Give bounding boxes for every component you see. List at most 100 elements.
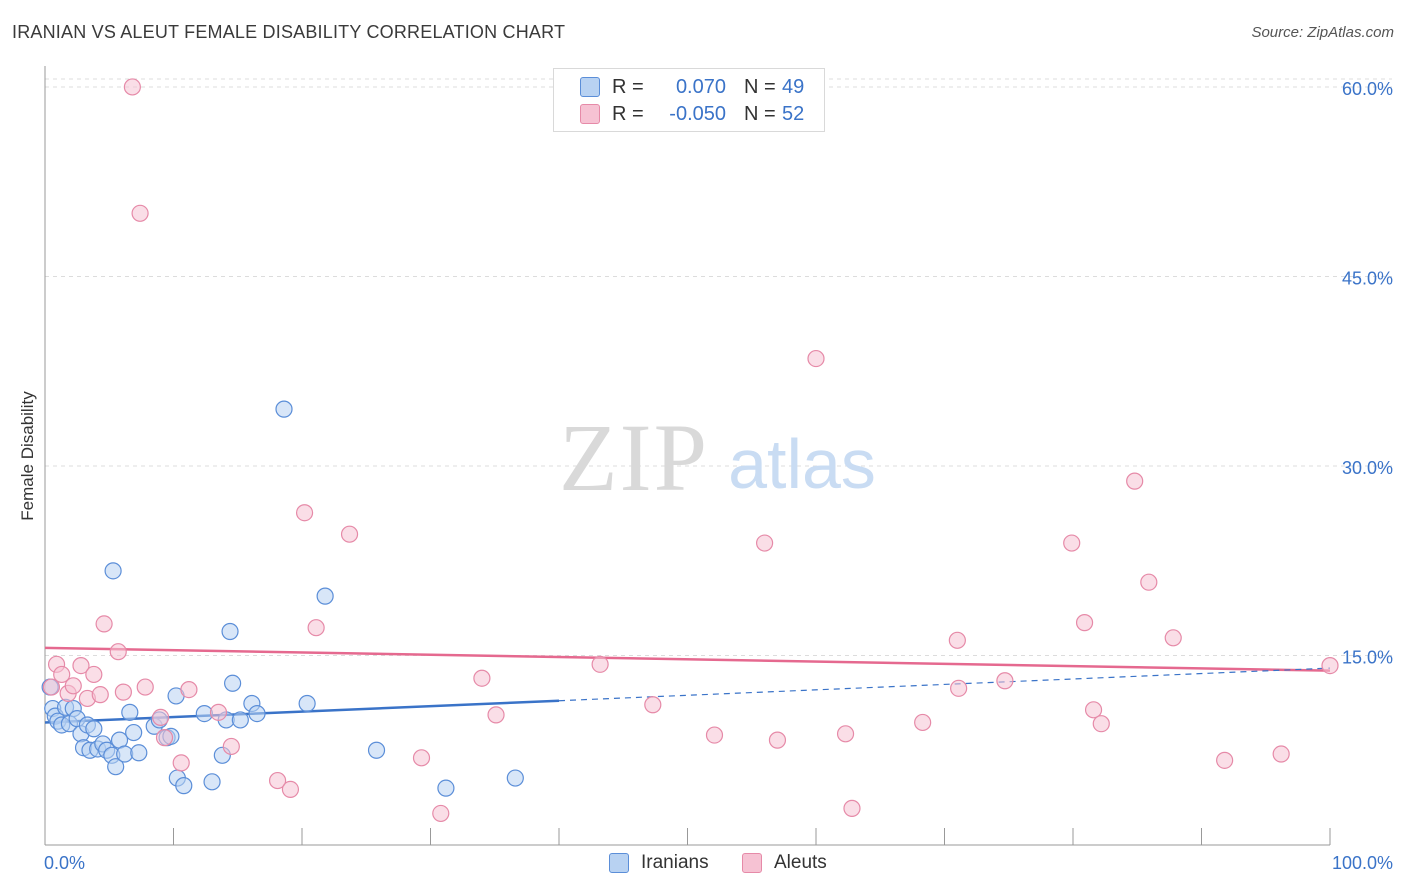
aleut-point (64, 677, 82, 695)
n-value: 52 (782, 102, 805, 125)
aleut-point (1092, 715, 1110, 733)
legend-item-aleuts[interactable]: Aleuts (742, 852, 827, 874)
watermark: ZIP atlas (559, 404, 876, 511)
iranian-point (195, 705, 213, 723)
r-value: 0.070 (675, 75, 726, 98)
aleut-points (42, 78, 1339, 823)
aleut-point (152, 708, 170, 726)
aleut-point (1216, 751, 1234, 769)
aleut-point (768, 731, 787, 749)
legend-row-iranians: R = 0.070 N = 49 (580, 75, 804, 99)
n-label: N = (744, 75, 776, 98)
legend-item-iranians[interactable]: Iranians (609, 852, 709, 874)
iranian-point (367, 741, 386, 759)
axes (44, 66, 1331, 846)
aleut-point (1075, 614, 1094, 632)
iranian-point (231, 711, 249, 729)
watermark-atlas: atlas (728, 425, 876, 503)
iranian-point (203, 773, 221, 791)
aleut-point (473, 669, 491, 687)
aleut-point (281, 780, 300, 799)
aleut-point (95, 615, 113, 633)
correlation-legend: R = 0.070 N = 49 R = -0.050 N = 52 (553, 68, 825, 132)
iranian-point (125, 723, 143, 742)
aleut-point (432, 804, 450, 823)
iranian-point (85, 720, 103, 738)
aleut-point (755, 534, 774, 552)
aleut-point (172, 754, 190, 772)
aleut-point (295, 504, 314, 522)
y-tick-label: 15.0% (1342, 647, 1393, 667)
iranian-point (130, 744, 148, 762)
aleut-point (914, 713, 932, 732)
y-tick-label: 45.0% (1342, 268, 1393, 288)
aleut-point (807, 349, 825, 368)
iranian-point (506, 769, 524, 787)
legend-row-aleuts: R = -0.050 N = 52 (580, 102, 804, 126)
aleut-point (123, 78, 141, 96)
iranian-point (437, 779, 455, 797)
r-label: R = (612, 75, 644, 98)
iranian-swatch (580, 77, 600, 97)
aleut-point (950, 679, 968, 697)
grid-lines (45, 78, 1392, 656)
aleut-trend-line-solid (44, 646, 1331, 672)
aleut-swatch (580, 104, 600, 124)
aleut-point (1321, 656, 1339, 675)
legend-label-iranians: Iranians (641, 852, 709, 873)
iranian-point (248, 705, 266, 723)
aleut-point (131, 204, 149, 222)
tick-labels: 15.0% 30.0% 45.0% 60.0% 0.0% 100.0% (44, 79, 1393, 873)
aleut-point (109, 643, 127, 661)
aleut-point (487, 706, 505, 724)
aleut-point (222, 737, 240, 756)
legend-label-aleuts: Aleuts (774, 852, 827, 873)
aleut-point (843, 799, 861, 817)
n-value: 49 (782, 75, 805, 98)
iranian-point (224, 674, 242, 692)
r-label: R = (612, 102, 644, 125)
aleut-point (72, 656, 90, 675)
aleut-point (1164, 629, 1182, 647)
y-tick-label: 60.0% (1342, 79, 1393, 99)
aleut-point (307, 619, 325, 637)
aleut-point (155, 729, 174, 747)
y-tick-label: 30.0% (1342, 458, 1393, 478)
iranian-points (41, 400, 524, 797)
r-value: -0.050 (669, 102, 726, 125)
aleut-point (53, 665, 71, 684)
iranian-point (175, 777, 193, 795)
aleut-point (209, 703, 228, 721)
iranian-point (316, 587, 334, 605)
iranian-point (104, 562, 122, 580)
aleut-point (136, 678, 154, 696)
n-label: N = (744, 102, 776, 125)
aleut-point (836, 725, 855, 743)
aleut-point (42, 678, 61, 696)
aleut-point (114, 683, 132, 701)
iranian-point (275, 400, 293, 418)
iranian-point (298, 694, 316, 713)
source-label: Source: ZipAtlas.com (1251, 24, 1394, 41)
chart-title: IRANIAN VS ALEUT FEMALE DISABILITY CORRE… (12, 22, 566, 42)
iranian-swatch (609, 853, 629, 873)
aleut-point (1063, 534, 1081, 552)
iranian-point (107, 758, 125, 776)
aleut-point (948, 631, 966, 649)
x-tick-label-end: 100.0% (1332, 853, 1393, 873)
aleut-point (268, 771, 287, 790)
series-legend: Iranians Aleuts (0, 852, 1406, 876)
iranian-trend-line-dashed (558, 667, 1331, 702)
aleut-point (1126, 472, 1144, 490)
aleut-point (85, 665, 103, 684)
aleut-point (1272, 745, 1290, 763)
iranian-point (221, 622, 239, 641)
aleut-swatch (742, 853, 762, 873)
aleut-point (180, 680, 198, 699)
aleut-point (340, 525, 359, 543)
aleut-point (705, 726, 724, 744)
aleut-point (591, 655, 609, 673)
iranian-point (116, 745, 134, 763)
aleut-point (1084, 701, 1103, 719)
